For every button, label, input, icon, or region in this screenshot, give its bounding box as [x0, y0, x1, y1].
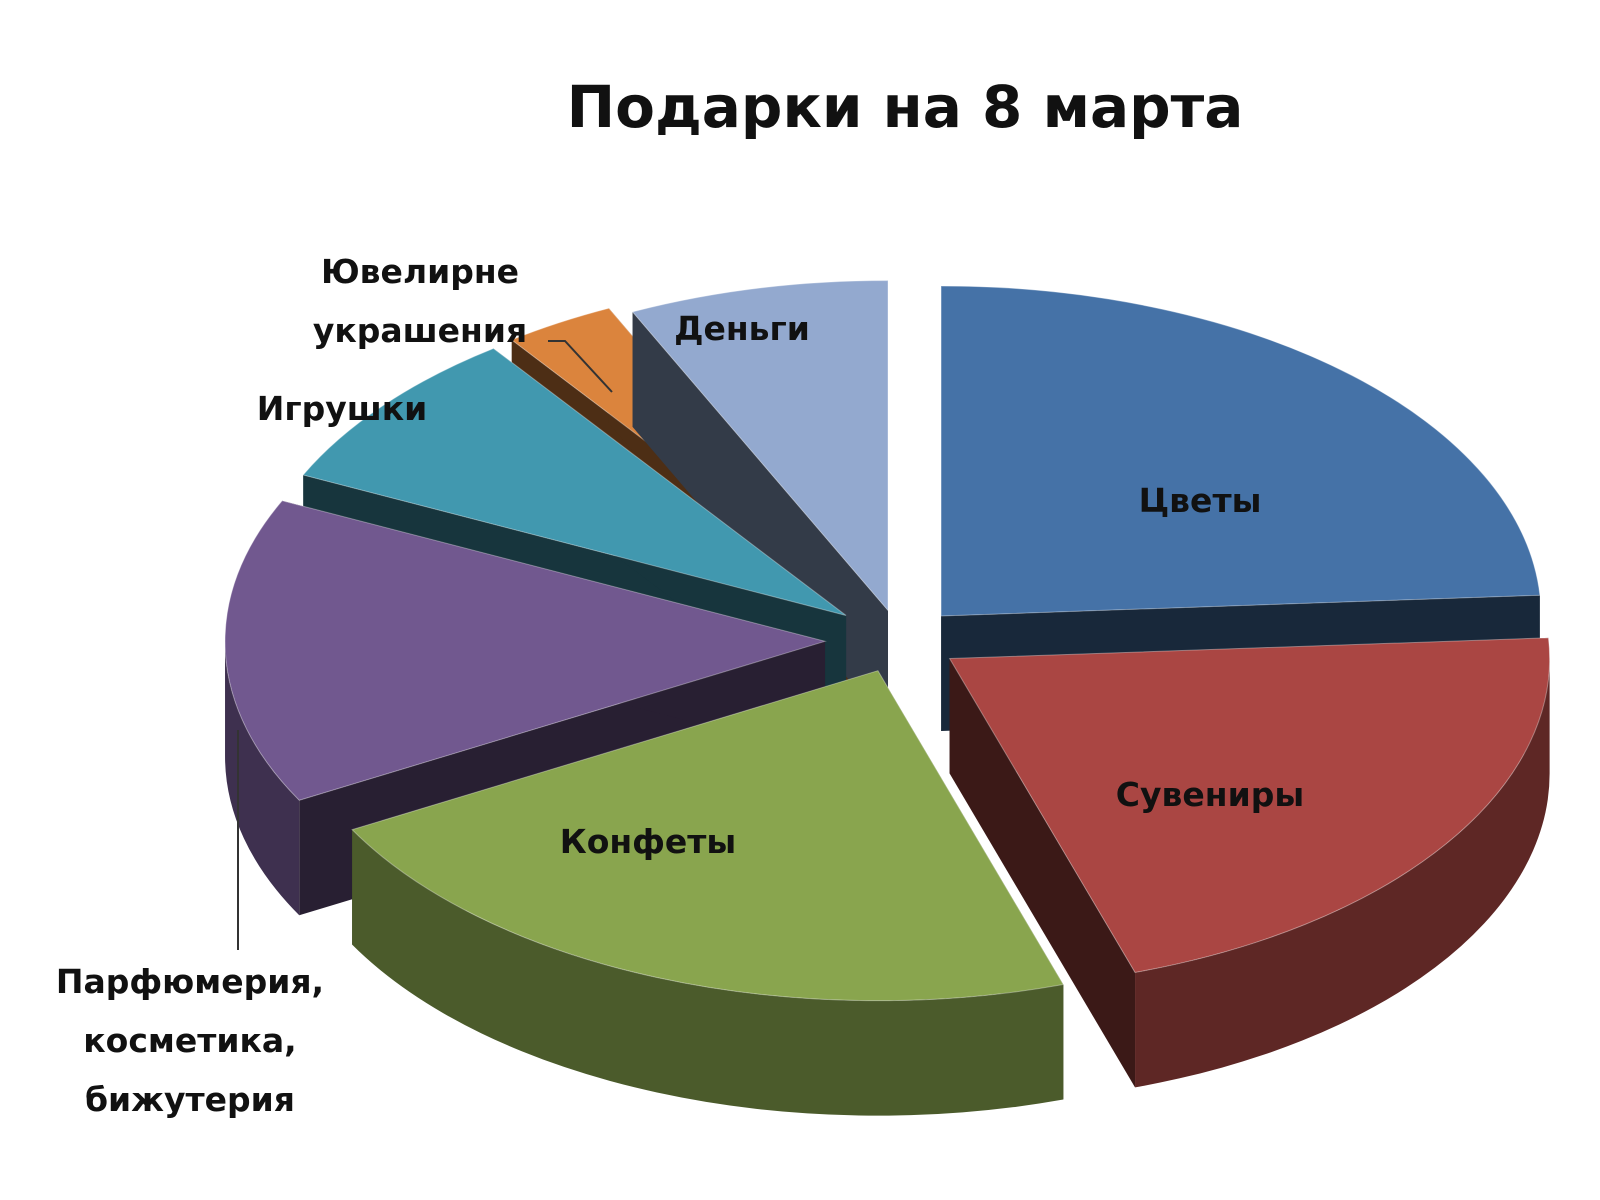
- slice-label: Конфеты: [560, 822, 737, 861]
- slice-label: Ювелирне украшения: [313, 252, 527, 350]
- slice-label: Игрушки: [257, 389, 428, 428]
- slice-label-line: Сувениры: [1116, 775, 1304, 814]
- slice-label-line: украшения: [313, 311, 527, 350]
- pie-slice-top: [940, 285, 1541, 617]
- slice-labels: Цветы Сувениры Конфеты Парфюмерия, косметика…: [56, 252, 1304, 1119]
- pie-slice-side: [352, 829, 1064, 1116]
- pie-slice: [351, 670, 1065, 1116]
- slice-label: Сувениры: [1116, 775, 1304, 814]
- slice-label-line: Деньги: [674, 309, 810, 348]
- pie-slice-top: [948, 637, 1551, 973]
- leader-lines: [237, 340, 613, 950]
- slice-label-line: Конфеты: [560, 822, 737, 861]
- pie-slice-top: [302, 347, 847, 616]
- chart-title: Подарки на 8 марта: [567, 73, 1244, 141]
- slice-label-line: бижутерия: [85, 1080, 295, 1119]
- pie-slice-top: [351, 670, 1065, 1002]
- slice-label: Цветы: [1139, 481, 1262, 520]
- slice-label-line: Парфюмерия,: [56, 962, 324, 1001]
- slice-label-line: косметика,: [83, 1021, 296, 1060]
- slice-label: Парфюмерия, косметика, бижутерия: [56, 962, 324, 1119]
- slice-label-line: Игрушки: [257, 389, 428, 428]
- pie-slice-top: [631, 279, 889, 612]
- pie-slices: [224, 279, 1551, 1116]
- slice-label-line: Цветы: [1139, 481, 1262, 520]
- pie-slice-side: [225, 641, 300, 916]
- pie-slice-wall: [949, 658, 1136, 1088]
- leader-line: [548, 340, 613, 393]
- pie-slice-top: [224, 500, 827, 801]
- slice-label: Деньги: [674, 309, 810, 348]
- pie-slice-side: [1135, 658, 1550, 1088]
- pie-slice: [948, 637, 1551, 1088]
- slice-label-line: Ювелирне: [321, 252, 519, 291]
